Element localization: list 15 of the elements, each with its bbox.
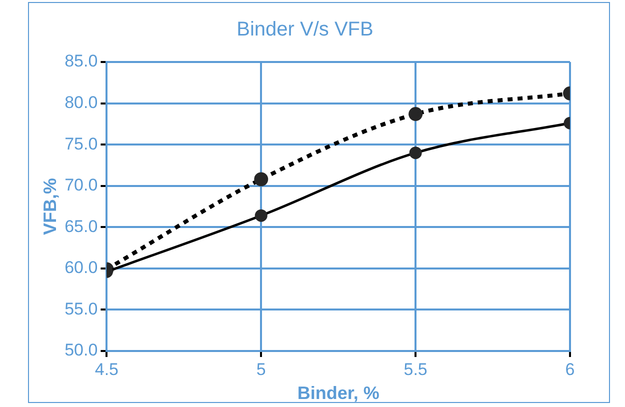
x-tick-label: 5.5 — [404, 360, 428, 379]
y-tick-label: 60.0 — [64, 258, 98, 278]
y-tick-label: 55.0 — [64, 299, 98, 318]
y-tick-label: 85.0 — [64, 52, 98, 71]
y-tick-label: 70.0 — [64, 176, 98, 195]
x-tick-label: 5 — [256, 360, 266, 379]
x-tick-label: 6 — [565, 360, 575, 379]
x-tick-label: 4.5 — [94, 360, 119, 379]
chart-title: Binder V/s VFB — [236, 18, 374, 41]
y-axis-title: VFB,% — [40, 178, 60, 236]
x-axis-title: Binder, % — [297, 383, 380, 404]
y-tick-label: 50.0 — [64, 340, 98, 360]
y-tick-label: 65.0 — [64, 216, 98, 236]
y-tick-label: 75.0 — [64, 134, 98, 154]
y-tick-label: 80.0 — [64, 92, 98, 112]
